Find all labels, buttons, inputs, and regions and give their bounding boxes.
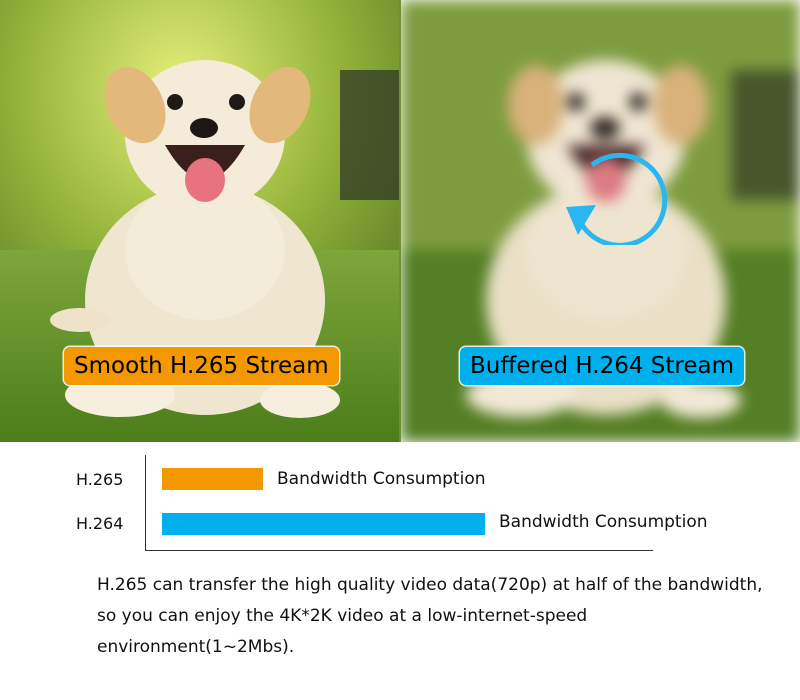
h264-bandwidth-bar (162, 513, 485, 535)
h265-bandwidth-bar (162, 468, 263, 490)
h264-row-label: H.264 (76, 514, 124, 533)
h265-stream-label: Smooth H.265 Stream (64, 347, 339, 385)
h265-bar-label: Bandwidth Consumption (277, 469, 486, 489)
buffering-refresh-icon (566, 152, 668, 245)
description-text: H.265 can transfer the high quality vide… (97, 575, 763, 657)
comparison-photos: Smooth H.265 Stream Buffered H.264 Strea… (0, 0, 800, 442)
chart-x-axis (145, 550, 653, 551)
h264-stream-label: Buffered H.264 Stream (460, 347, 744, 385)
photo-divider (399, 0, 401, 442)
h265-row-label: H.265 (76, 470, 124, 489)
h264-bar-label: Bandwidth Consumption (499, 512, 708, 532)
chart-y-axis (145, 455, 146, 551)
